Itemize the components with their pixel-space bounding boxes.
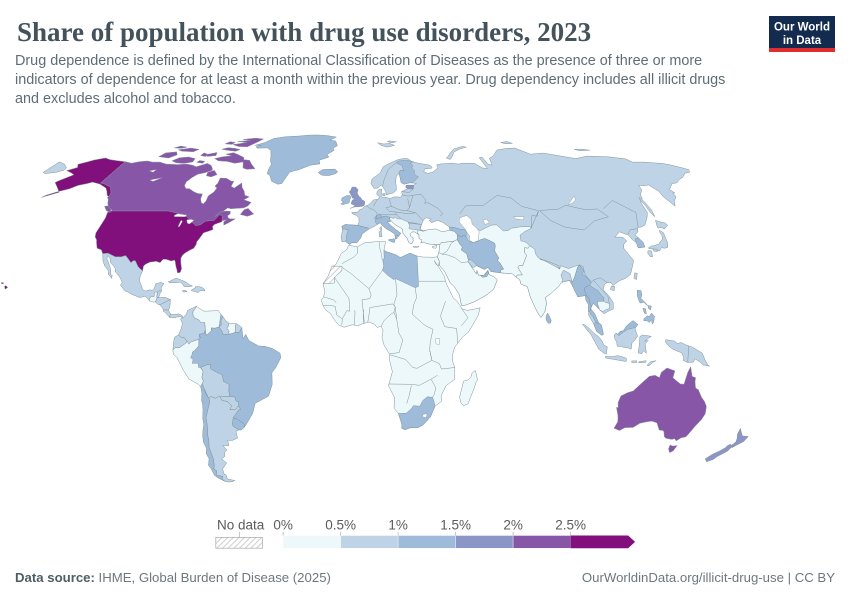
svg-text:and excludes alcohol and tobac: and excludes alcohol and tobacco.	[15, 91, 236, 107]
svg-text:2%: 2%	[503, 518, 523, 533]
svg-text:OurWorldinData.org/illicit-dru: OurWorldinData.org/illicit-drug-use | CC…	[582, 570, 835, 585]
svg-text:1.5%: 1.5%	[440, 518, 471, 533]
svg-text:Share of population with drug: Share of population with drug use disord…	[17, 17, 591, 47]
svg-text:indicators of dependence for a: indicators of dependence for at least a …	[15, 72, 725, 88]
svg-text:0%: 0%	[273, 518, 293, 533]
svg-text:2.5%: 2.5%	[555, 518, 586, 533]
svg-text:Data source: IHME, Global Burd: Data source: IHME, Global Burden of Dise…	[15, 570, 331, 585]
svg-text:No data: No data	[217, 518, 265, 533]
svg-text:Drug dependence is defined by: Drug dependence is defined by the Intern…	[15, 53, 702, 69]
svg-text:Our World: Our World	[774, 22, 830, 34]
svg-text:0.5%: 0.5%	[325, 518, 356, 533]
svg-text:in Data: in Data	[783, 35, 822, 47]
svg-text:1%: 1%	[388, 518, 408, 533]
